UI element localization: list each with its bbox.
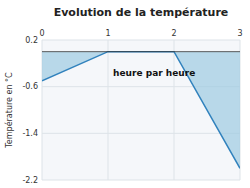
y-axis-label: Température en °C	[4, 72, 14, 149]
plot-background	[42, 40, 240, 180]
chart-root: 0.2 -0.6 -1.4 -2.2 0 1 2 3 Température en °C Evol…	[0, 0, 250, 188]
x-grid-line	[108, 40, 109, 180]
x-tick-label: 2	[171, 29, 176, 38]
annotation: heure par heure	[113, 68, 195, 78]
chart-svg: 0.2 -0.6 -1.4 -2.2 0 1 2 3 Température en °C Evol…	[0, 0, 250, 188]
x-tick-label: 3	[237, 29, 242, 38]
y-tick-label: -1.4	[22, 129, 38, 138]
x-grid-line	[174, 40, 175, 180]
line	[42, 52, 240, 169]
area	[42, 52, 240, 169]
x-tick-label: 0	[39, 29, 44, 38]
y-grid-line	[42, 180, 240, 181]
x-tick-label: 1	[105, 29, 110, 38]
baseline	[42, 51, 240, 52]
y-grid-line	[42, 133, 240, 134]
y-grid-line	[42, 40, 240, 41]
y-tick-label: -2.2	[22, 176, 38, 185]
data-group	[42, 52, 240, 169]
title: Evolution de la température	[54, 6, 229, 19]
y-tick-label: -0.6	[22, 82, 38, 91]
y-tick-label: 0.2	[25, 36, 38, 45]
